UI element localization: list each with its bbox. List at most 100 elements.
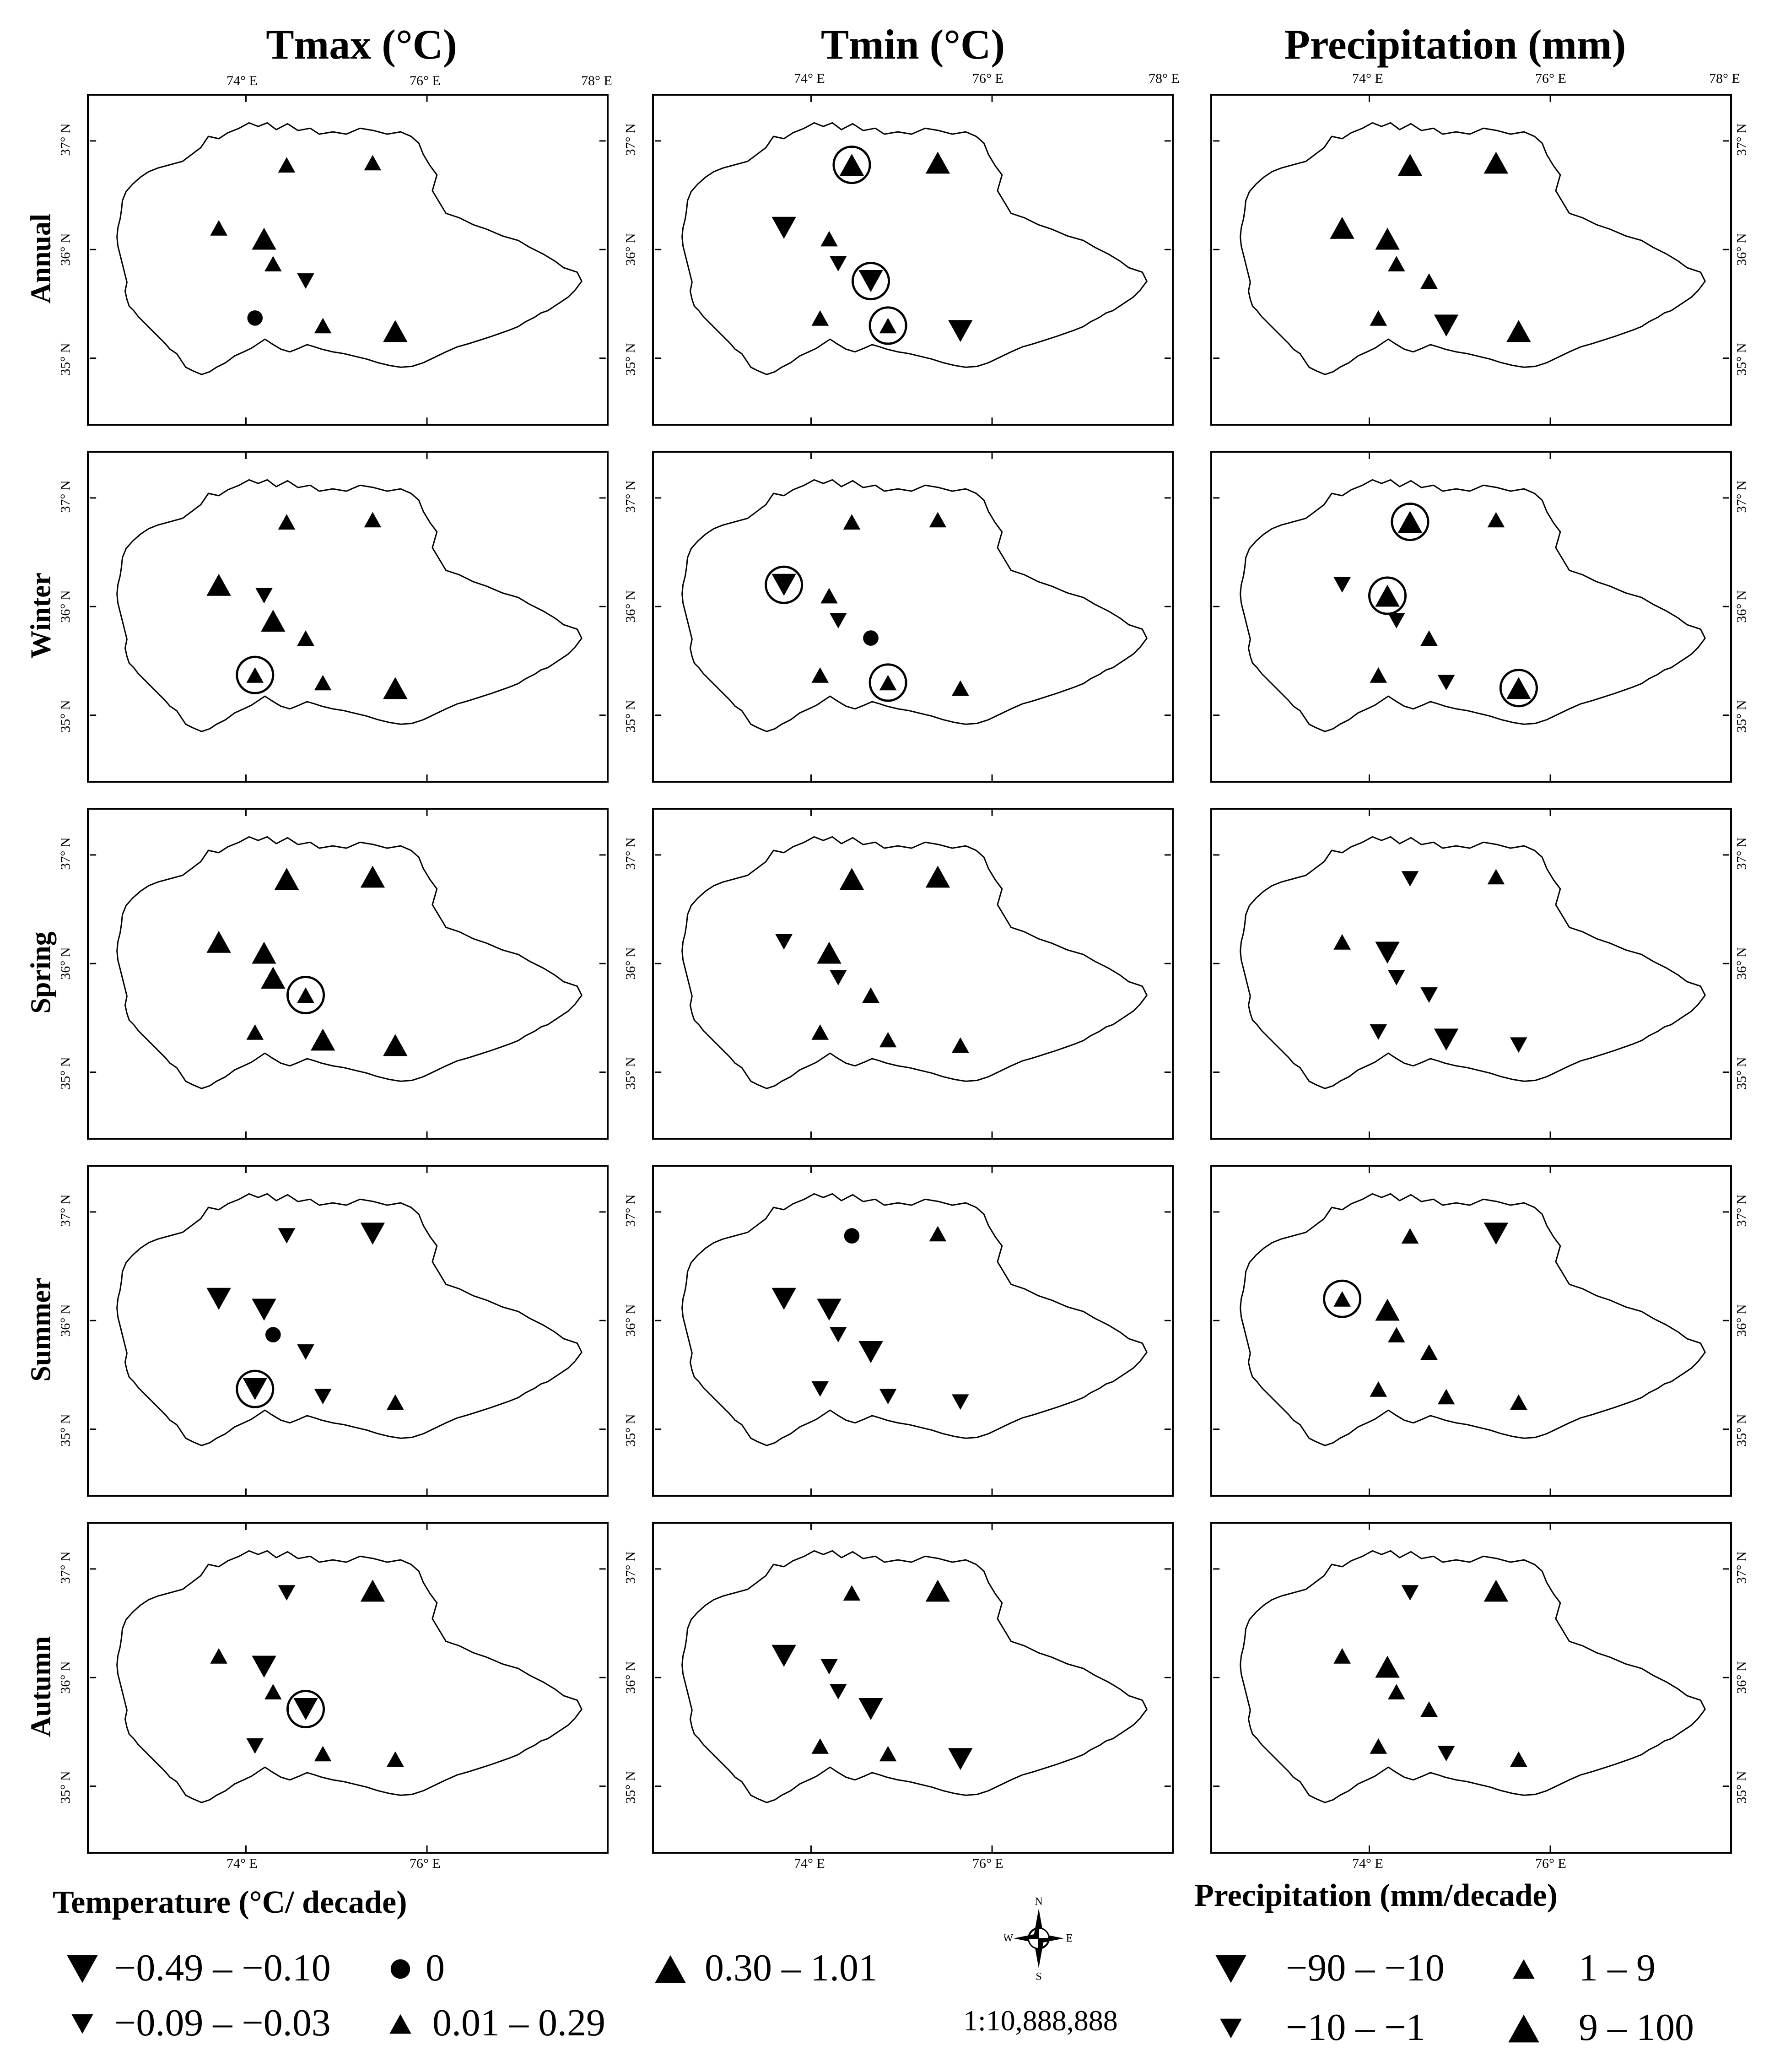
basin-boundary xyxy=(681,836,1148,1089)
station-marker-2 xyxy=(775,934,793,950)
station-marker-8 xyxy=(383,677,408,699)
significance-ring-7 xyxy=(868,306,907,345)
map-canvas xyxy=(655,1524,1171,1852)
station-marker-5 xyxy=(858,1341,883,1363)
legend-temp-symbol-3 xyxy=(71,2014,93,2034)
station-marker-0 xyxy=(839,868,864,890)
map-canvas xyxy=(1213,1524,1729,1852)
station-marker-3 xyxy=(1375,584,1400,607)
lat-label-precip-4-0: 37° N xyxy=(1734,1551,1749,1584)
lat-label-tmin-2-0: 37° N xyxy=(623,837,638,870)
map-panel-tmin-autumn xyxy=(652,1522,1174,1854)
station-marker-7 xyxy=(314,1389,332,1405)
basin-boundary xyxy=(681,479,1148,732)
significance-ring-6 xyxy=(236,1369,275,1408)
lat-label-tmin-0-1: 36° N xyxy=(623,233,638,266)
station-marker-4 xyxy=(1388,256,1405,272)
legend-symbol-shape xyxy=(655,1955,686,1983)
station-marker-3 xyxy=(820,588,838,604)
station-marker-0 xyxy=(843,514,861,530)
map-canvas xyxy=(90,1524,606,1852)
lat-label-precip-1-2: 35° N xyxy=(1734,700,1749,733)
station-marker-8 xyxy=(952,1037,969,1053)
station-marker-7 xyxy=(879,1746,897,1762)
lat-label-tmax-4-0: 37° N xyxy=(58,1551,73,1584)
station-marker-5 xyxy=(293,1698,318,1720)
station-marker-3 xyxy=(252,227,276,250)
map-panel-precip-autumn xyxy=(1210,1522,1732,1854)
station-marker-7 xyxy=(1437,1746,1455,1762)
station-marker-8 xyxy=(383,1034,408,1056)
lon-label-tmin-76: 76° E xyxy=(972,71,1003,86)
basin-boundary xyxy=(116,479,583,732)
station-marker-0 xyxy=(1401,1228,1419,1244)
station-marker-4 xyxy=(261,967,286,989)
basin-boundary xyxy=(1240,479,1706,732)
station-marker-2 xyxy=(1333,1291,1351,1307)
station-marker-2 xyxy=(206,1288,231,1310)
basin-boundary xyxy=(1240,1193,1706,1446)
map-panel-precip-summer xyxy=(1210,1165,1732,1497)
legend-symbol-shape xyxy=(390,1959,410,1979)
station-marker-3 xyxy=(1375,227,1400,250)
lon-label-bottom-tmax-76: 76° E xyxy=(410,1856,441,1871)
station-marker-4 xyxy=(830,1327,847,1343)
station-marker-1 xyxy=(364,512,382,528)
lat-label-precip-0-1: 36° N xyxy=(1734,233,1749,266)
lat-label-tmax-3-0: 37° N xyxy=(58,1194,73,1227)
row-label-winter-text: Winter xyxy=(25,572,57,659)
map-canvas xyxy=(655,453,1171,781)
compass-e: E xyxy=(1066,1932,1073,1944)
station-marker-8 xyxy=(387,1751,404,1767)
station-marker-1 xyxy=(1483,1223,1509,1245)
lon-label-tmin-74: 74° E xyxy=(794,71,825,86)
legend-temp-label-1: 0 xyxy=(426,1947,445,1989)
station-marker-2 xyxy=(771,216,796,239)
station-marker-1 xyxy=(925,866,950,888)
significance-ring-8 xyxy=(1499,669,1538,708)
station-marker-1 xyxy=(364,155,382,171)
lat-label-tmax-4-1: 36° N xyxy=(58,1661,73,1694)
station-marker-6 xyxy=(247,310,263,326)
lat-label-precip-2-0: 37° N xyxy=(1734,837,1749,870)
lat-label-tmax-3-2: 35° N xyxy=(58,1414,73,1447)
station-marker-0 xyxy=(1397,511,1423,533)
map-panel-tmax-annual xyxy=(87,94,609,426)
station-marker-6 xyxy=(1370,310,1387,326)
station-marker-2 xyxy=(210,220,227,236)
station-marker-2 xyxy=(1333,934,1351,950)
lat-label-tmax-0-0: 37° N xyxy=(58,123,73,156)
basin-boundary xyxy=(116,1550,583,1803)
map-panel-tmax-spring xyxy=(87,808,609,1140)
basin-boundary xyxy=(116,836,583,1089)
station-marker-3 xyxy=(1375,941,1400,964)
station-marker-4 xyxy=(830,613,847,629)
lon-label-precip-74: 74° E xyxy=(1352,71,1383,86)
map-canvas xyxy=(655,810,1171,1138)
lat-label-precip-3-1: 36° N xyxy=(1734,1304,1749,1337)
station-marker-5 xyxy=(297,1344,314,1360)
station-marker-2 xyxy=(1333,577,1351,593)
station-marker-8 xyxy=(383,320,408,342)
station-marker-8 xyxy=(1510,1394,1527,1410)
station-marker-5 xyxy=(1420,1344,1438,1360)
station-marker-0 xyxy=(278,157,296,173)
station-marker-2 xyxy=(206,573,231,596)
station-marker-2 xyxy=(1333,1648,1351,1664)
station-marker-6 xyxy=(811,1381,829,1397)
lat-label-tmin-2-1: 36° N xyxy=(623,947,638,980)
basin-boundary xyxy=(1240,836,1706,1089)
lon-label-bottom-precip-74: 74° E xyxy=(1352,1856,1383,1871)
lat-label-tmin-2-2: 35° N xyxy=(623,1057,638,1090)
station-marker-2 xyxy=(771,573,796,596)
legend-temp-label-2: 0.30 – 1.01 xyxy=(705,1947,878,1989)
station-marker-0 xyxy=(1397,154,1423,176)
station-marker-7 xyxy=(1434,1028,1459,1051)
legend-precip-symbol-3 xyxy=(1508,2014,1539,2043)
station-marker-6 xyxy=(811,310,829,326)
station-marker-8 xyxy=(1506,320,1531,342)
station-marker-3 xyxy=(252,1298,276,1321)
map-canvas xyxy=(1213,810,1729,1138)
station-marker-4 xyxy=(830,970,847,986)
station-marker-8 xyxy=(1510,1751,1527,1767)
